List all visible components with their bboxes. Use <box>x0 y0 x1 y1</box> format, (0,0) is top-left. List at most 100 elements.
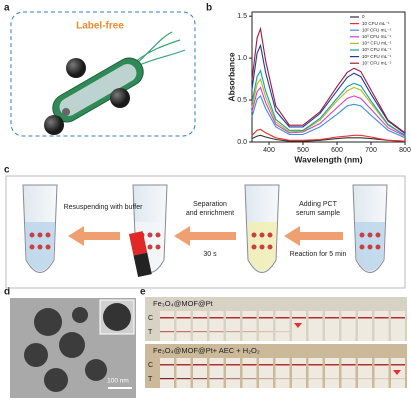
test-strip <box>160 311 174 341</box>
control-line <box>374 364 389 366</box>
test-line <box>391 378 405 380</box>
test-strip <box>176 311 191 341</box>
control-line <box>160 364 174 366</box>
legend-label: 10³ CFU mL⁻¹ <box>362 34 391 39</box>
step-text: Separation <box>193 201 227 208</box>
control-line <box>292 317 306 319</box>
particle <box>367 244 373 250</box>
test-strip <box>275 311 290 341</box>
t-label: T <box>148 329 153 336</box>
test-line <box>259 331 273 333</box>
particle <box>147 244 153 250</box>
test-line <box>209 331 224 333</box>
test-line <box>242 378 257 380</box>
test-line <box>374 378 389 380</box>
control-line <box>209 364 224 366</box>
particle <box>66 58 86 78</box>
step-text: and enrichment <box>186 210 234 217</box>
series-line <box>251 94 406 139</box>
test-line <box>341 378 356 380</box>
test-line <box>176 331 191 333</box>
test-line <box>193 331 207 333</box>
panel-c-frame <box>5 175 406 289</box>
test-line <box>259 378 273 380</box>
step-text: Adding PCT <box>299 201 337 208</box>
control-line <box>391 364 405 366</box>
control-line <box>209 317 224 319</box>
magnet <box>133 252 152 278</box>
scale-bar-label: 100 nm <box>107 378 129 385</box>
control-line <box>193 364 207 366</box>
flagella <box>134 31 186 67</box>
x-tick-label: 700 <box>365 147 377 154</box>
test-strip <box>341 311 356 341</box>
series-line <box>251 86 406 137</box>
panel-a: Label-free <box>10 11 196 137</box>
test-line <box>308 378 323 380</box>
control-line <box>193 317 207 319</box>
legend-label: 10 CFU mL⁻¹ <box>362 21 390 26</box>
particle <box>259 232 265 238</box>
dashed-box <box>10 11 196 137</box>
particle <box>29 232 35 238</box>
t-label: T <box>148 376 153 383</box>
step-text: 30 s <box>203 251 217 258</box>
test-line <box>226 378 240 380</box>
nanoparticle <box>59 332 85 358</box>
panel-label: e <box>140 287 146 298</box>
control-line <box>275 317 290 319</box>
test-line <box>358 378 372 380</box>
nanoparticle <box>24 343 48 367</box>
nanoparticle <box>34 308 62 336</box>
test-line <box>292 378 306 380</box>
test-strip <box>308 358 323 388</box>
test-line <box>242 331 257 333</box>
nanoparticle <box>44 368 68 392</box>
test-strip <box>193 358 207 388</box>
test-strip <box>209 358 224 388</box>
panel-c: Resuspending with buffer Separation and … <box>5 175 406 289</box>
y-tick-label: 0.5 <box>237 97 247 104</box>
y-tick-label: 0.0 <box>237 139 247 146</box>
panel-d: 100 nm <box>10 298 136 398</box>
particle <box>44 115 64 135</box>
series-line <box>251 43 406 135</box>
control-line <box>358 317 372 319</box>
bacterium-core <box>59 64 137 116</box>
y-tick-label: 1.5 <box>237 13 247 20</box>
particle <box>37 232 43 238</box>
test-strip <box>325 311 339 341</box>
x-tick-label: 600 <box>331 147 343 154</box>
test-line <box>160 378 174 380</box>
test-strip <box>160 358 174 388</box>
legend-label: 10² CFU mL⁻¹ <box>362 27 391 32</box>
legend-label: 0 <box>362 14 365 19</box>
nanoparticle <box>72 307 88 323</box>
x-tick-label: 800 <box>399 147 411 154</box>
test-strip <box>341 358 356 388</box>
particle <box>367 232 373 238</box>
step-text: Resuspending with buffer <box>64 204 144 211</box>
control-line <box>341 364 356 366</box>
test-strip <box>358 358 372 388</box>
test-strip <box>242 358 257 388</box>
panel-b: 400 500 600 700 800 0.0 0.5 1.0 1.5 Wavelength (n… <box>226 11 411 164</box>
test-strip <box>259 358 273 388</box>
magnet <box>128 231 148 256</box>
y-tick-label: 1.0 <box>237 55 247 62</box>
particle <box>251 244 257 250</box>
arrow <box>174 226 236 246</box>
particle <box>155 232 161 238</box>
particle <box>62 108 70 116</box>
particle <box>267 244 273 250</box>
control-line <box>391 317 405 319</box>
control-line <box>275 364 290 366</box>
nanoparticle <box>103 303 131 331</box>
x-tick-label: 400 <box>263 147 275 154</box>
legend-label: 10⁷ CFU mL⁻¹ <box>362 60 392 65</box>
test-strip <box>374 358 389 388</box>
arrow <box>68 226 120 246</box>
series-line <box>251 69 406 136</box>
legend-label: 10⁵ CFU mL⁻¹ <box>362 47 392 52</box>
